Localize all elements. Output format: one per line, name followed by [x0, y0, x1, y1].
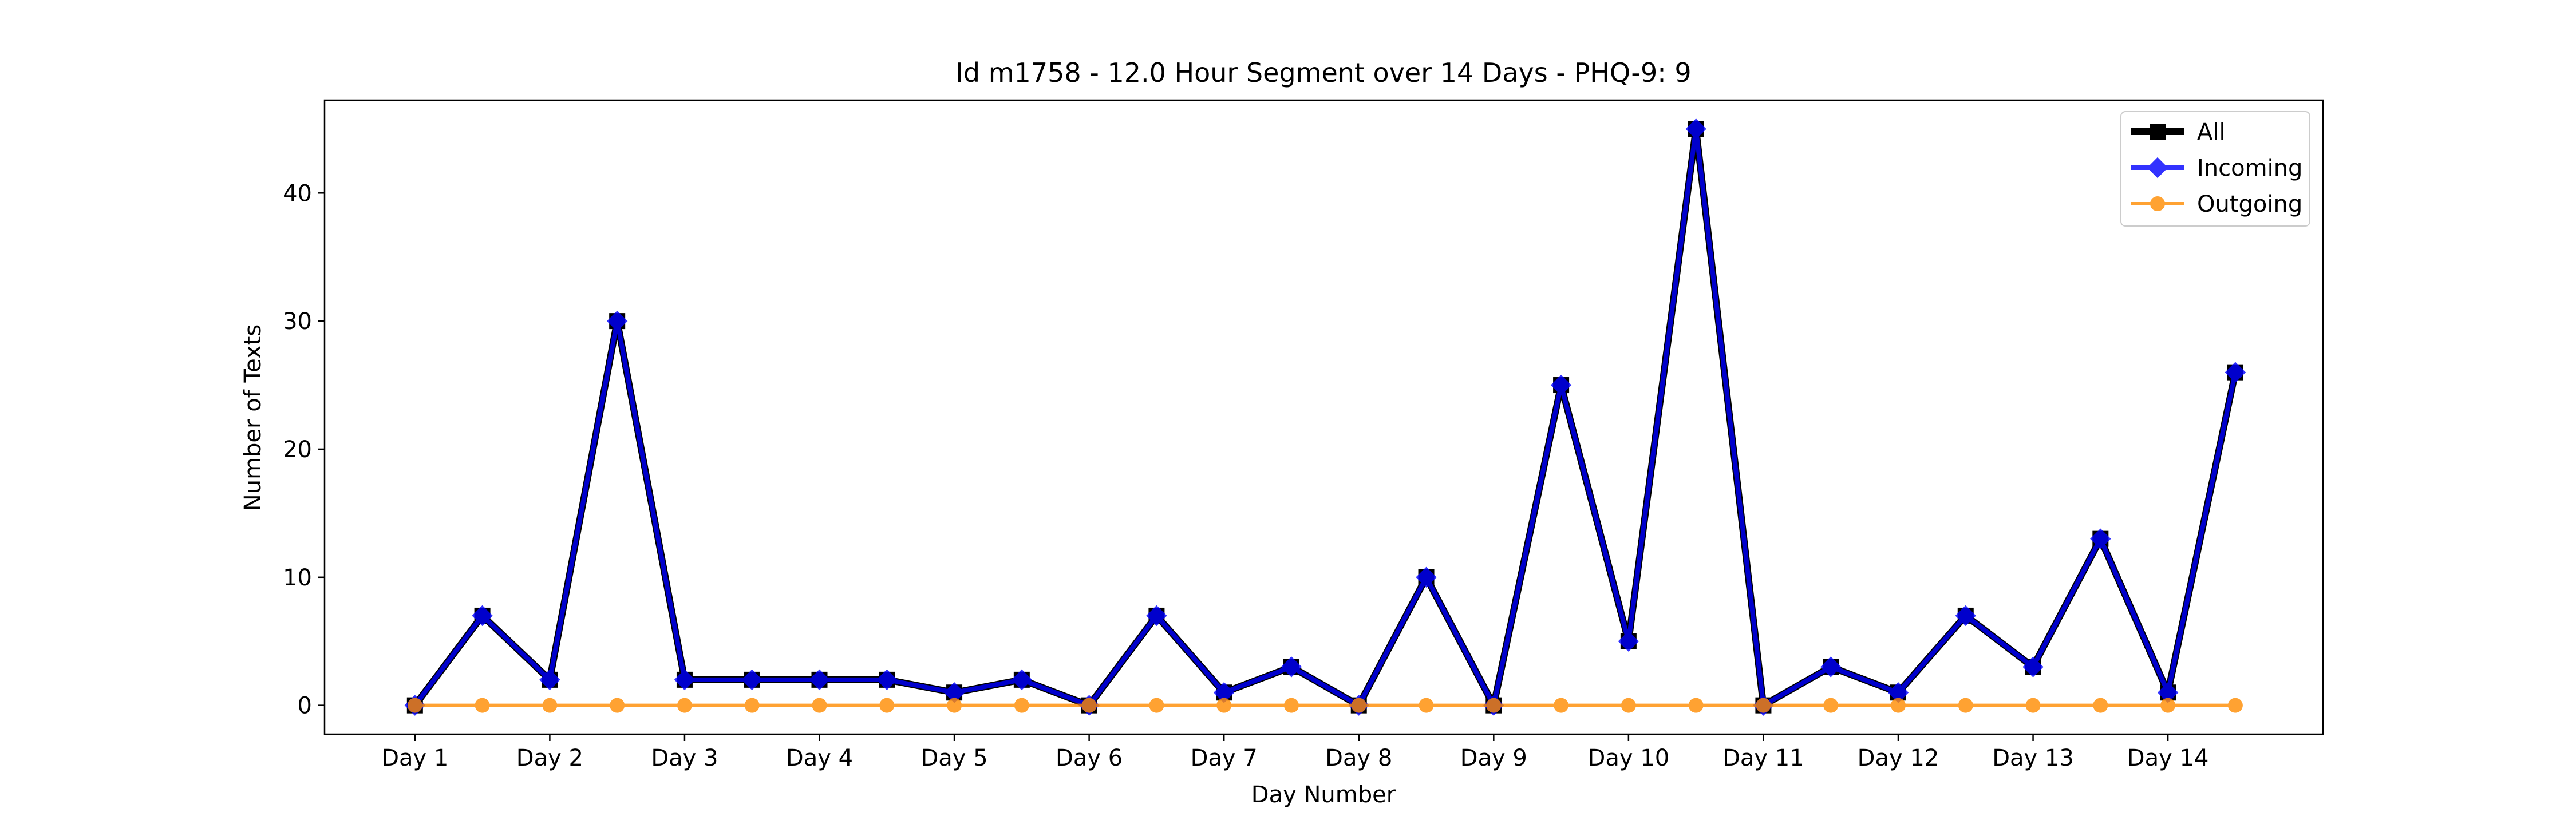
- x-tick-label: Day 8: [1325, 745, 1392, 771]
- data-point: [407, 698, 422, 713]
- data-point: [2160, 698, 2176, 713]
- data-point: [2227, 698, 2243, 713]
- legend-marker: [2150, 196, 2165, 211]
- x-axis-label: Day Number: [1251, 782, 1396, 808]
- data-point: [475, 698, 490, 713]
- x-tick-label: Day 11: [1722, 745, 1804, 771]
- data-point: [1756, 698, 1771, 713]
- legend-label: All: [2197, 119, 2226, 145]
- legend-entry: [2131, 124, 2184, 140]
- legend-entry: [2131, 196, 2184, 211]
- data-point: [1416, 566, 1437, 588]
- x-tick-label: Day 9: [1460, 745, 1527, 771]
- data-point: [1621, 698, 1636, 713]
- x-tick-label: Day 10: [1588, 745, 1670, 771]
- data-point: [1283, 698, 1299, 713]
- series-outgoing: [407, 698, 2243, 713]
- legend-frame: [2120, 111, 2310, 227]
- x-tick-label: Day 7: [1191, 745, 1258, 771]
- data-point: [1081, 698, 1097, 713]
- data-point: [876, 669, 898, 691]
- data-point: [2225, 362, 2246, 383]
- data-point: [943, 682, 965, 703]
- data-point: [1887, 682, 1909, 703]
- legend-marker: [2150, 124, 2166, 140]
- data-point: [542, 698, 558, 713]
- x-tick-label: Day 6: [1056, 745, 1123, 771]
- data-point: [741, 669, 762, 691]
- data-point: [947, 698, 962, 713]
- y-axis-label: Number of Texts: [240, 324, 266, 511]
- y-tick-label: 40: [283, 180, 312, 207]
- y-tick-label: 0: [298, 693, 312, 719]
- plot-area: Day 1 Day 2 Day 3 Day 4 Day 5 Day 6 Day 7 Day 8…: [283, 99, 2324, 771]
- data-point: [472, 605, 493, 627]
- legend-label: Incoming: [2197, 155, 2302, 181]
- data-point: [1820, 656, 1842, 678]
- x-tick-label: Day 14: [2127, 745, 2209, 771]
- x-tick-label: Day 13: [1992, 745, 2074, 771]
- data-point: [879, 698, 895, 713]
- data-point: [812, 698, 827, 713]
- x-tick-label: Day 3: [651, 745, 718, 771]
- series-line: [413, 126, 2238, 708]
- data-point: [2090, 528, 2111, 549]
- data-point: [539, 669, 560, 691]
- data-point: [1486, 698, 1502, 713]
- data-point: [1351, 698, 1366, 713]
- data-point: [1014, 698, 1029, 713]
- data-point: [1554, 698, 1569, 713]
- data-point: [677, 698, 692, 713]
- legend: All Incoming Outgoing: [2120, 111, 2310, 227]
- data-point: [1685, 118, 1706, 140]
- x-tick-label: Day 4: [786, 745, 853, 771]
- data-point: [674, 669, 696, 691]
- data-point: [2022, 656, 2044, 678]
- data-point: [1618, 631, 1639, 652]
- data-point: [809, 669, 830, 691]
- y-tick-label: 30: [283, 308, 312, 335]
- data-point: [1011, 669, 1033, 691]
- data-point: [1955, 605, 1976, 627]
- legend-label: Outgoing: [2197, 191, 2302, 217]
- x-tick-label: Day 2: [516, 745, 583, 771]
- y-tick-label: 10: [283, 565, 312, 591]
- x-tick-label: Day 12: [1858, 745, 1939, 771]
- plot-frame: [323, 99, 2324, 735]
- data-point: [1213, 682, 1235, 703]
- chart-title: Id m1758 - 12.0 Hour Segment over 14 Day…: [955, 57, 1691, 88]
- data-point: [1550, 374, 1572, 396]
- y-tick-label: 20: [283, 437, 312, 463]
- data-point: [1688, 698, 1704, 713]
- data-point: [1958, 698, 1973, 713]
- data-point: [606, 310, 628, 332]
- data-point: [1890, 698, 1906, 713]
- data-point: [744, 698, 760, 713]
- data-point: [1146, 605, 1167, 627]
- data-point: [2157, 682, 2179, 703]
- legend-marker: [2147, 157, 2168, 179]
- data-point: [2093, 698, 2108, 713]
- data-point: [2025, 698, 2041, 713]
- data-point: [1823, 698, 1839, 713]
- x-tick-label: Day 1: [381, 745, 448, 771]
- data-point: [1419, 698, 1434, 713]
- data-point: [1216, 698, 1232, 713]
- data-point: [1281, 656, 1302, 678]
- data-point: [1149, 698, 1164, 713]
- x-tick-label: Day 5: [920, 745, 987, 771]
- data-point: [610, 698, 625, 713]
- legend-entry: [2131, 157, 2184, 179]
